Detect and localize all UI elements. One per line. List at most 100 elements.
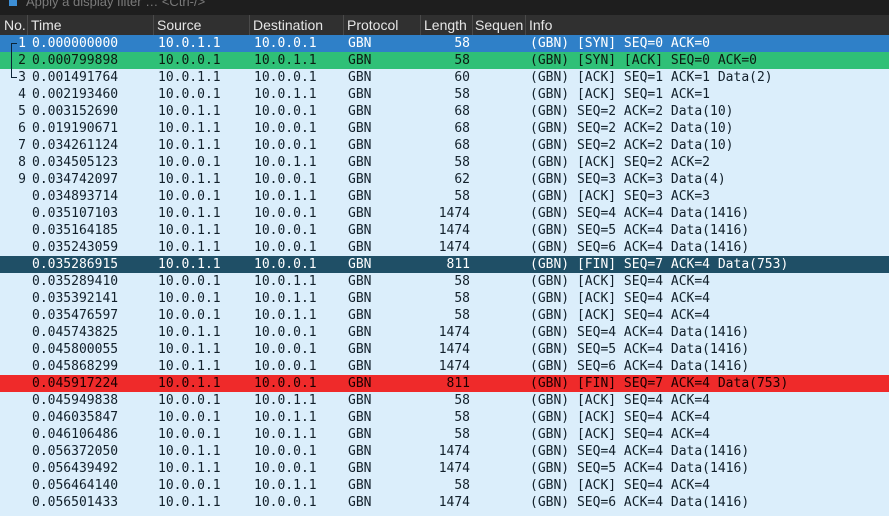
table-row[interactable]: 0.035243059 10.0.1.1 10.0.0.1 GBN 1474 (GBN) … — [0, 239, 889, 256]
cell-source: 10.0.0.1 — [158, 393, 221, 408]
cell-no: 8 — [18, 155, 26, 170]
cell-length: 58 — [454, 87, 470, 102]
table-row[interactable]: 0.045917224 10.0.1.1 10.0.0.1 GBN 811 (GBN) [… — [0, 375, 889, 392]
cell-length: 58 — [454, 189, 470, 204]
cell-length: 1474 — [438, 240, 470, 255]
table-row[interactable]: 0.035476597 10.0.0.1 10.0.1.1 GBN 58 (GBN) [A… — [0, 307, 889, 324]
cell-source: 10.0.1.1 — [158, 36, 221, 51]
table-row[interactable]: 0.035286915 10.0.1.1 10.0.0.1 GBN 811 (GBN) [… — [0, 256, 889, 273]
cell-no — [0, 273, 28, 290]
cell-protocol: GBN — [348, 87, 372, 102]
table-row[interactable]: 0.056501433 10.0.1.1 10.0.0.1 GBN 1474 (GBN) … — [0, 494, 889, 511]
column-header-info[interactable]: Info — [529, 17, 553, 33]
conversation-tree-line — [11, 52, 17, 69]
table-row[interactable]: 0.045743825 10.0.1.1 10.0.0.1 GBN 1474 (GBN) … — [0, 324, 889, 341]
column-header-destination[interactable]: Destination — [250, 15, 344, 35]
cell-protocol: GBN — [348, 206, 372, 221]
table-row[interactable]: 0.035164185 10.0.1.1 10.0.0.1 GBN 1474 (GBN) … — [0, 222, 889, 239]
cell-protocol: GBN — [348, 274, 372, 289]
table-row[interactable]: 0.035392141 10.0.0.1 10.0.1.1 GBN 58 (GBN) [A… — [0, 290, 889, 307]
cell-destination: 10.0.0.1 — [254, 70, 317, 85]
cell-no — [0, 341, 28, 358]
packet-list: 1 0.000000000 10.0.1.1 10.0.0.1 GBN 58 (GBN) [… — [0, 35, 889, 516]
cell-length: 1474 — [438, 495, 470, 510]
table-row[interactable]: 0.045800055 10.0.1.1 10.0.0.1 GBN 1474 (GBN) … — [0, 341, 889, 358]
cell-time: 0.045743825 — [32, 325, 119, 340]
cell-destination: 10.0.0.1 — [254, 206, 317, 221]
cell-protocol: GBN — [348, 478, 372, 493]
bookmark-icon[interactable] — [9, 0, 17, 6]
cell-destination: 10.0.1.1 — [254, 291, 317, 306]
cell-info: (GBN) [ACK] SEQ=2 ACK=2 — [530, 155, 711, 170]
column-header-sequence[interactable]: Sequen — [473, 15, 526, 35]
cell-destination: 10.0.0.1 — [254, 444, 317, 459]
table-row[interactable]: 0.034893714 10.0.0.1 10.0.1.1 GBN 58 (GBN) [A… — [0, 188, 889, 205]
column-header-length[interactable]: Length — [421, 15, 473, 35]
cell-no — [0, 358, 28, 375]
cell-no: 4 — [18, 87, 26, 102]
table-row[interactable]: 0.056439492 10.0.1.1 10.0.0.1 GBN 1474 (GBN) … — [0, 460, 889, 477]
table-row[interactable]: 0.046106486 10.0.0.1 10.0.1.1 GBN 58 (GBN) [A… — [0, 426, 889, 443]
cell-length: 60 — [454, 70, 470, 85]
cell-info: (GBN) [ACK] SEQ=4 ACK=4 — [530, 308, 711, 323]
cell-no: 9 — [18, 172, 26, 187]
cell-info: (GBN) [FIN] SEQ=7 ACK=4 Data(753) — [530, 376, 789, 391]
table-row[interactable]: 0.056464140 10.0.0.1 10.0.1.1 GBN 58 (GBN) [A… — [0, 477, 889, 494]
column-header-no[interactable]: No. — [0, 15, 28, 35]
cell-info: (GBN) [FIN] SEQ=7 ACK=4 Data(753) — [530, 257, 789, 272]
cell-no — [0, 205, 28, 222]
cell-no: 6 — [18, 121, 26, 136]
table-row[interactable]: 3 0.001491764 10.0.1.1 10.0.0.1 GBN 60 (GBN) [… — [0, 69, 889, 86]
cell-protocol: GBN — [348, 104, 372, 119]
cell-destination: 10.0.1.1 — [254, 189, 317, 204]
cell-source: 10.0.0.1 — [158, 53, 221, 68]
cell-length: 811 — [446, 376, 470, 391]
cell-source: 10.0.1.1 — [158, 172, 221, 187]
table-row[interactable]: 0.035289410 10.0.0.1 10.0.1.1 GBN 58 (GBN) [A… — [0, 273, 889, 290]
table-row[interactable]: 6 0.019190671 10.0.1.1 10.0.0.1 GBN 68 (GBN) S… — [0, 120, 889, 137]
table-row[interactable]: 0.045949838 10.0.0.1 10.0.1.1 GBN 58 (GBN) [A… — [0, 392, 889, 409]
table-row[interactable]: 4 0.002193460 10.0.0.1 10.0.1.1 GBN 58 (GBN) [… — [0, 86, 889, 103]
cell-time: 0.056464140 — [32, 478, 119, 493]
cell-source: 10.0.0.1 — [158, 410, 221, 425]
table-row[interactable]: 2 0.000799898 10.0.0.1 10.0.1.1 GBN 58 (GBN) [… — [0, 52, 889, 69]
cell-source: 10.0.0.1 — [158, 155, 221, 170]
display-filter-bar[interactable]: Apply a display filter … <Ctrl-/> — [0, 0, 889, 15]
cell-protocol: GBN — [348, 410, 372, 425]
cell-source: 10.0.1.1 — [158, 223, 221, 238]
cell-time: 0.000799898 — [32, 53, 119, 68]
cell-protocol: GBN — [348, 461, 372, 476]
cell-length: 58 — [454, 274, 470, 289]
cell-info: (GBN) [ACK] SEQ=4 ACK=4 — [530, 393, 711, 408]
column-header-time[interactable]: Time — [28, 15, 154, 35]
cell-time: 0.035286915 — [32, 257, 119, 272]
cell-no — [0, 239, 28, 256]
cell-length: 68 — [454, 104, 470, 119]
display-filter-input[interactable]: Apply a display filter … <Ctrl-/> — [26, 0, 206, 9]
table-row[interactable]: 1 0.000000000 10.0.1.1 10.0.0.1 GBN 58 (GBN) [… — [0, 35, 889, 52]
table-row[interactable]: 8 0.034505123 10.0.0.1 10.0.1.1 GBN 58 (GBN) [… — [0, 154, 889, 171]
cell-time: 0.035107103 — [32, 206, 119, 221]
cell-destination: 10.0.0.1 — [254, 359, 317, 374]
table-row[interactable]: 0.035107103 10.0.1.1 10.0.0.1 GBN 1474 (GBN) … — [0, 205, 889, 222]
cell-destination: 10.0.1.1 — [254, 274, 317, 289]
cell-no — [0, 375, 28, 392]
cell-protocol: GBN — [348, 393, 372, 408]
cell-no — [0, 477, 28, 494]
column-header-protocol[interactable]: Protocol — [344, 15, 421, 35]
table-row[interactable]: 5 0.003152690 10.0.1.1 10.0.0.1 GBN 68 (GBN) S… — [0, 103, 889, 120]
cell-source: 10.0.1.1 — [158, 70, 221, 85]
table-row[interactable]: 7 0.034261124 10.0.1.1 10.0.0.1 GBN 68 (GBN) S… — [0, 137, 889, 154]
cell-info: (GBN) SEQ=4 ACK=4 Data(1416) — [530, 206, 750, 221]
cell-source: 10.0.0.1 — [158, 274, 221, 289]
cell-destination: 10.0.0.1 — [254, 138, 317, 153]
cell-protocol: GBN — [348, 359, 372, 374]
table-row[interactable]: 0.056372050 10.0.1.1 10.0.0.1 GBN 1474 (GBN) … — [0, 443, 889, 460]
cell-info: (GBN) SEQ=2 ACK=2 Data(10) — [530, 104, 734, 119]
column-header-source[interactable]: Source — [154, 15, 250, 35]
table-row[interactable]: 0.046035847 10.0.0.1 10.0.1.1 GBN 58 (GBN) [A… — [0, 409, 889, 426]
cell-protocol: GBN — [348, 36, 372, 51]
table-row[interactable]: 0.045868299 10.0.1.1 10.0.0.1 GBN 1474 (GBN) … — [0, 358, 889, 375]
cell-length: 1474 — [438, 359, 470, 374]
table-row[interactable]: 9 0.034742097 10.0.1.1 10.0.0.1 GBN 62 (GBN) S… — [0, 171, 889, 188]
